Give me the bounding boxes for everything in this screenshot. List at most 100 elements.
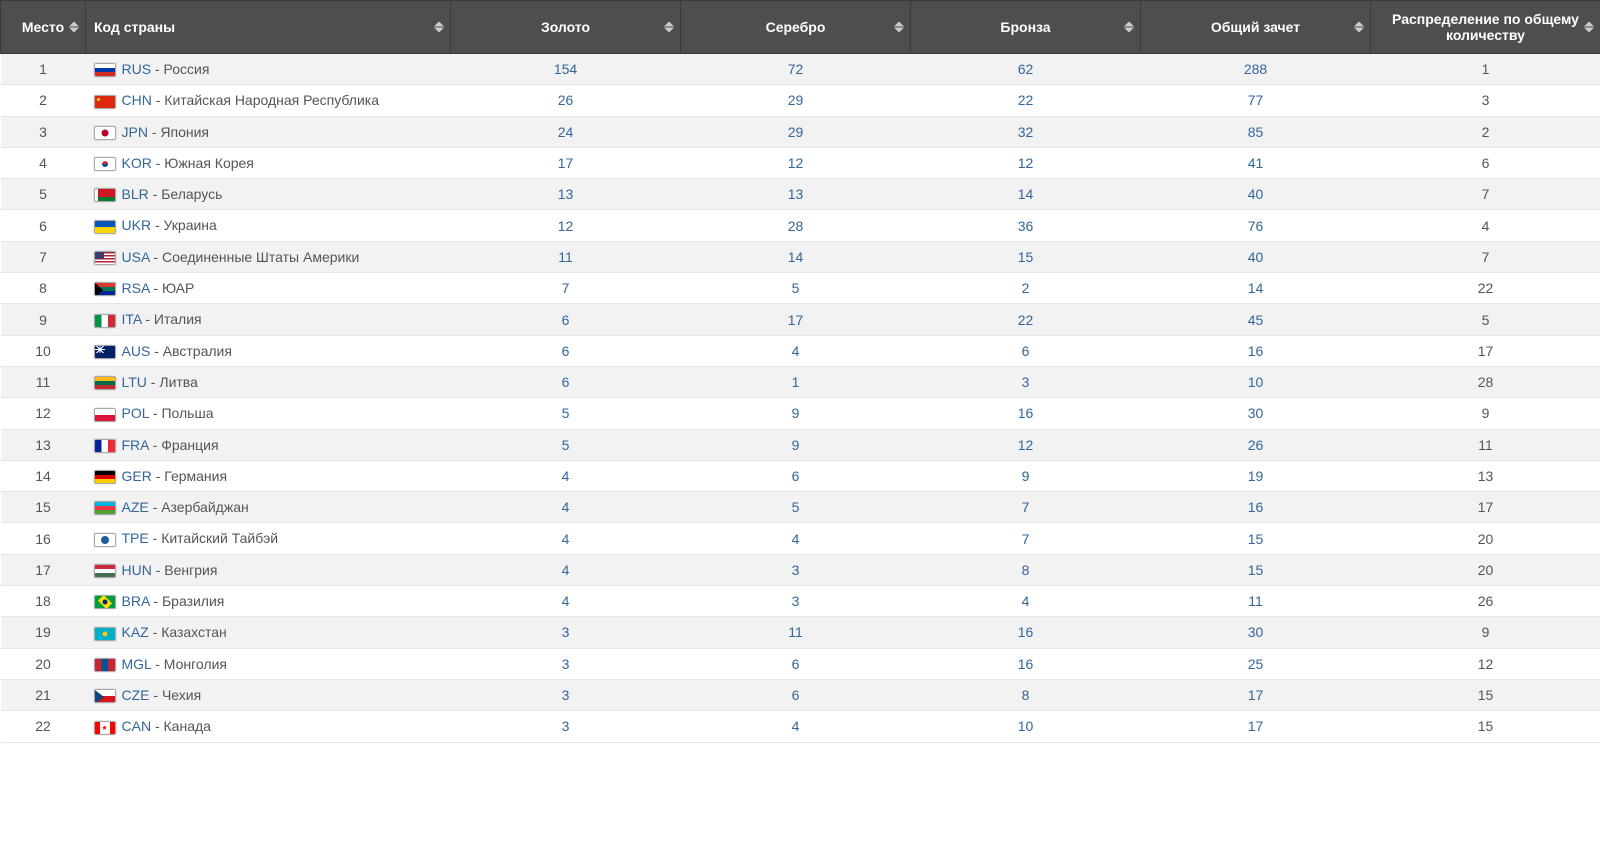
gold-link[interactable]: 4 bbox=[562, 531, 570, 547]
col-header-total[interactable]: Общий зачет bbox=[1141, 1, 1371, 54]
total-link[interactable]: 26 bbox=[1248, 437, 1264, 453]
bronze-link[interactable]: 22 bbox=[1018, 312, 1034, 328]
total-link[interactable]: 76 bbox=[1248, 218, 1264, 234]
country-code-link[interactable]: JPN bbox=[122, 124, 148, 140]
country-code-link[interactable]: MGL bbox=[122, 656, 152, 672]
gold-link[interactable]: 7 bbox=[562, 280, 570, 296]
gold-link[interactable]: 26 bbox=[558, 92, 574, 108]
country-code-link[interactable]: POL bbox=[122, 405, 150, 421]
sort-icon[interactable] bbox=[69, 22, 79, 33]
bronze-link[interactable]: 7 bbox=[1022, 499, 1030, 515]
gold-link[interactable]: 3 bbox=[562, 687, 570, 703]
bronze-link[interactable]: 14 bbox=[1018, 186, 1034, 202]
total-link[interactable]: 25 bbox=[1248, 656, 1264, 672]
bronze-link[interactable]: 6 bbox=[1022, 343, 1030, 359]
bronze-link[interactable]: 12 bbox=[1018, 155, 1034, 171]
country-code-link[interactable]: CHN bbox=[122, 92, 152, 108]
country-code-link[interactable]: RSA bbox=[122, 280, 150, 296]
col-header-rank[interactable]: Место bbox=[1, 1, 86, 54]
bronze-link[interactable]: 62 bbox=[1018, 61, 1034, 77]
bronze-link[interactable]: 7 bbox=[1022, 531, 1030, 547]
sort-icon[interactable] bbox=[1124, 22, 1134, 33]
silver-link[interactable]: 13 bbox=[788, 186, 804, 202]
country-code-link[interactable]: BRA bbox=[122, 593, 150, 609]
country-code-link[interactable]: AUS bbox=[122, 343, 151, 359]
gold-link[interactable]: 4 bbox=[562, 593, 570, 609]
bronze-link[interactable]: 16 bbox=[1018, 405, 1034, 421]
sort-icon[interactable] bbox=[1354, 22, 1364, 33]
total-link[interactable]: 11 bbox=[1248, 593, 1263, 609]
country-code-link[interactable]: KAZ bbox=[122, 624, 149, 640]
gold-link[interactable]: 13 bbox=[558, 186, 574, 202]
total-link[interactable]: 16 bbox=[1248, 343, 1264, 359]
silver-link[interactable]: 6 bbox=[792, 468, 800, 484]
country-code-link[interactable]: BLR bbox=[122, 186, 149, 202]
bronze-link[interactable]: 12 bbox=[1018, 437, 1034, 453]
gold-link[interactable]: 6 bbox=[562, 343, 570, 359]
silver-link[interactable]: 4 bbox=[792, 718, 800, 734]
country-code-link[interactable]: RUS bbox=[122, 61, 152, 77]
sort-icon[interactable] bbox=[1584, 22, 1594, 33]
silver-link[interactable]: 17 bbox=[788, 312, 804, 328]
silver-link[interactable]: 5 bbox=[792, 499, 800, 515]
total-link[interactable]: 85 bbox=[1248, 124, 1264, 140]
country-code-link[interactable]: TPE bbox=[122, 530, 149, 546]
total-link[interactable]: 30 bbox=[1248, 624, 1264, 640]
silver-link[interactable]: 1 bbox=[792, 374, 800, 390]
country-code-link[interactable]: UKR bbox=[122, 217, 152, 233]
gold-link[interactable]: 12 bbox=[558, 218, 574, 234]
bronze-link[interactable]: 15 bbox=[1018, 249, 1034, 265]
bronze-link[interactable]: 10 bbox=[1018, 718, 1034, 734]
silver-link[interactable]: 29 bbox=[788, 124, 804, 140]
bronze-link[interactable]: 32 bbox=[1018, 124, 1034, 140]
sort-icon[interactable] bbox=[664, 22, 674, 33]
silver-link[interactable]: 11 bbox=[788, 624, 803, 640]
gold-link[interactable]: 3 bbox=[562, 656, 570, 672]
country-code-link[interactable]: ITA bbox=[122, 311, 142, 327]
bronze-link[interactable]: 2 bbox=[1022, 280, 1030, 296]
col-header-silver[interactable]: Серебро bbox=[681, 1, 911, 54]
total-link[interactable]: 77 bbox=[1248, 92, 1264, 108]
bronze-link[interactable]: 3 bbox=[1022, 374, 1030, 390]
country-code-link[interactable]: AZE bbox=[122, 499, 149, 515]
silver-link[interactable]: 9 bbox=[792, 405, 800, 421]
col-header-dist[interactable]: Распределение по общему количеству bbox=[1371, 1, 1600, 54]
bronze-link[interactable]: 4 bbox=[1022, 593, 1030, 609]
total-link[interactable]: 10 bbox=[1248, 374, 1264, 390]
total-link[interactable]: 15 bbox=[1248, 562, 1264, 578]
col-header-gold[interactable]: Золото bbox=[451, 1, 681, 54]
total-link[interactable]: 45 bbox=[1248, 312, 1264, 328]
silver-link[interactable]: 72 bbox=[788, 61, 804, 77]
gold-link[interactable]: 4 bbox=[562, 468, 570, 484]
silver-link[interactable]: 28 bbox=[788, 218, 804, 234]
silver-link[interactable]: 14 bbox=[788, 249, 804, 265]
total-link[interactable]: 30 bbox=[1248, 405, 1264, 421]
silver-link[interactable]: 6 bbox=[792, 687, 800, 703]
silver-link[interactable]: 4 bbox=[792, 531, 800, 547]
country-code-link[interactable]: LTU bbox=[122, 374, 147, 390]
gold-link[interactable]: 17 bbox=[558, 155, 574, 171]
total-link[interactable]: 17 bbox=[1248, 718, 1264, 734]
gold-link[interactable]: 11 bbox=[558, 249, 573, 265]
silver-link[interactable]: 6 bbox=[792, 656, 800, 672]
silver-link[interactable]: 29 bbox=[788, 92, 804, 108]
country-code-link[interactable]: CZE bbox=[122, 687, 150, 703]
gold-link[interactable]: 4 bbox=[562, 562, 570, 578]
silver-link[interactable]: 4 bbox=[792, 343, 800, 359]
sort-icon[interactable] bbox=[894, 22, 904, 33]
silver-link[interactable]: 12 bbox=[788, 155, 804, 171]
silver-link[interactable]: 9 bbox=[792, 437, 800, 453]
bronze-link[interactable]: 16 bbox=[1018, 624, 1034, 640]
gold-link[interactable]: 6 bbox=[562, 312, 570, 328]
bronze-link[interactable]: 8 bbox=[1022, 687, 1030, 703]
total-link[interactable]: 41 bbox=[1248, 155, 1264, 171]
sort-icon[interactable] bbox=[434, 22, 444, 33]
col-header-country[interactable]: Код страны bbox=[86, 1, 451, 54]
bronze-link[interactable]: 16 bbox=[1018, 656, 1034, 672]
total-link[interactable]: 40 bbox=[1248, 186, 1264, 202]
country-code-link[interactable]: KOR bbox=[122, 155, 152, 171]
total-link[interactable]: 16 bbox=[1248, 499, 1264, 515]
total-link[interactable]: 288 bbox=[1244, 61, 1267, 77]
silver-link[interactable]: 5 bbox=[792, 280, 800, 296]
country-code-link[interactable]: CAN bbox=[122, 718, 152, 734]
